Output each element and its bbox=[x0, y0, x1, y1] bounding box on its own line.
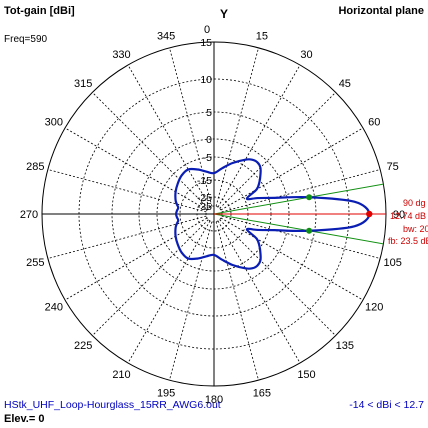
angle-tick-90: 90 bbox=[393, 209, 405, 221]
gain-range: -14 < dBi < 12.7 bbox=[349, 399, 424, 411]
fb-ratio-label: fb: 23.5 dB bbox=[388, 236, 428, 246]
grid-spoke-345 bbox=[169, 47, 213, 207]
grid-spoke-315 bbox=[92, 92, 209, 209]
frequency-label: Freq=590 bbox=[4, 34, 48, 45]
grid-spoke-255 bbox=[47, 215, 207, 259]
plane-label: Horizontal plane bbox=[338, 5, 424, 17]
angle-tick-120: 120 bbox=[365, 302, 383, 314]
grid-spoke-150 bbox=[217, 220, 301, 364]
grid-spoke-75 bbox=[221, 169, 381, 213]
angle-tick-225: 225 bbox=[74, 340, 92, 352]
grid-spoke-45 bbox=[219, 92, 336, 209]
chart-title: Tot-gain [dBi] bbox=[4, 5, 75, 17]
radial-tick--15: -15 bbox=[197, 175, 212, 187]
grid-spoke-135 bbox=[219, 219, 336, 336]
grid-spoke-165 bbox=[215, 221, 259, 381]
grid-spoke-210 bbox=[127, 220, 211, 364]
beamwidth-label: bw: 20 dg bbox=[403, 224, 428, 234]
angle-tick-0: 0 bbox=[204, 24, 210, 36]
grid-spoke-300 bbox=[64, 127, 208, 211]
series-gain-pattern bbox=[174, 158, 371, 270]
max-direction-label: 90 dg bbox=[403, 198, 426, 208]
grid-spoke-240 bbox=[64, 217, 208, 301]
angle-tick-60: 60 bbox=[368, 117, 380, 129]
grid-spoke-120 bbox=[220, 217, 364, 301]
angle-tick-180: 180 bbox=[205, 394, 223, 406]
angle-tick-300: 300 bbox=[45, 117, 63, 129]
angle-tick-165: 165 bbox=[253, 388, 271, 400]
angle-tick-150: 150 bbox=[297, 369, 315, 381]
radial-tick--25: -25 bbox=[197, 192, 212, 204]
angle-tick-195: 195 bbox=[157, 388, 175, 400]
grid-spoke-285 bbox=[47, 169, 207, 213]
pattern-markers: 90 dg 12.74 dB bw: 20 dg fb: 23.5 dB bbox=[306, 194, 428, 246]
max-gain-marker bbox=[366, 210, 373, 218]
gain-pattern bbox=[174, 158, 371, 270]
grid-spoke-195 bbox=[169, 221, 213, 381]
beamwidth-line-100 bbox=[213, 213, 384, 245]
radial-tick-10: 10 bbox=[200, 74, 212, 86]
beamwidth-marker-100 bbox=[306, 227, 313, 234]
beamwidth-marker-80 bbox=[306, 194, 313, 201]
angle-tick-315: 315 bbox=[74, 78, 92, 90]
angle-tick-135: 135 bbox=[336, 340, 354, 352]
grid-spoke-15 bbox=[215, 47, 259, 207]
beamwidth-lines bbox=[213, 183, 384, 245]
grid-spoke-330 bbox=[127, 64, 211, 208]
angle-tick-270: 270 bbox=[20, 209, 38, 221]
axis-letter: Y bbox=[220, 7, 228, 21]
radial-tick-15: 15 bbox=[200, 37, 212, 49]
grid-spoke-225 bbox=[92, 219, 209, 336]
angle-tick-255: 255 bbox=[26, 257, 44, 269]
file-name: HStk_UHF_Loop-Hourglass_15RR_AWG6.out bbox=[4, 399, 221, 411]
angle-tick-30: 30 bbox=[300, 49, 312, 61]
angle-tick-330: 330 bbox=[112, 49, 130, 61]
radial-tick--35: -35 bbox=[197, 201, 212, 213]
grid-spoke-105 bbox=[221, 215, 381, 259]
tick-labels: 0153045607590105120135150165180195210225… bbox=[20, 7, 405, 406]
angle-tick-15: 15 bbox=[256, 30, 268, 42]
angle-tick-105: 105 bbox=[384, 257, 402, 269]
angle-tick-210: 210 bbox=[112, 369, 130, 381]
grid-spoke-30 bbox=[217, 64, 301, 208]
max-gain-label: 12.74 dB bbox=[390, 211, 426, 221]
angle-tick-345: 345 bbox=[157, 30, 175, 42]
angle-tick-75: 75 bbox=[387, 161, 399, 173]
elevation-label: Elev.= 0 bbox=[4, 413, 45, 425]
angle-tick-45: 45 bbox=[339, 78, 351, 90]
beamwidth-line-80 bbox=[213, 183, 384, 215]
radial-tick--5: -5 bbox=[203, 152, 212, 164]
angle-tick-240: 240 bbox=[45, 302, 63, 314]
radial-tick-0: 0 bbox=[206, 134, 212, 146]
radial-tick-5: 5 bbox=[206, 107, 212, 119]
angle-tick-285: 285 bbox=[26, 161, 44, 173]
grid-spoke-60 bbox=[220, 127, 364, 211]
